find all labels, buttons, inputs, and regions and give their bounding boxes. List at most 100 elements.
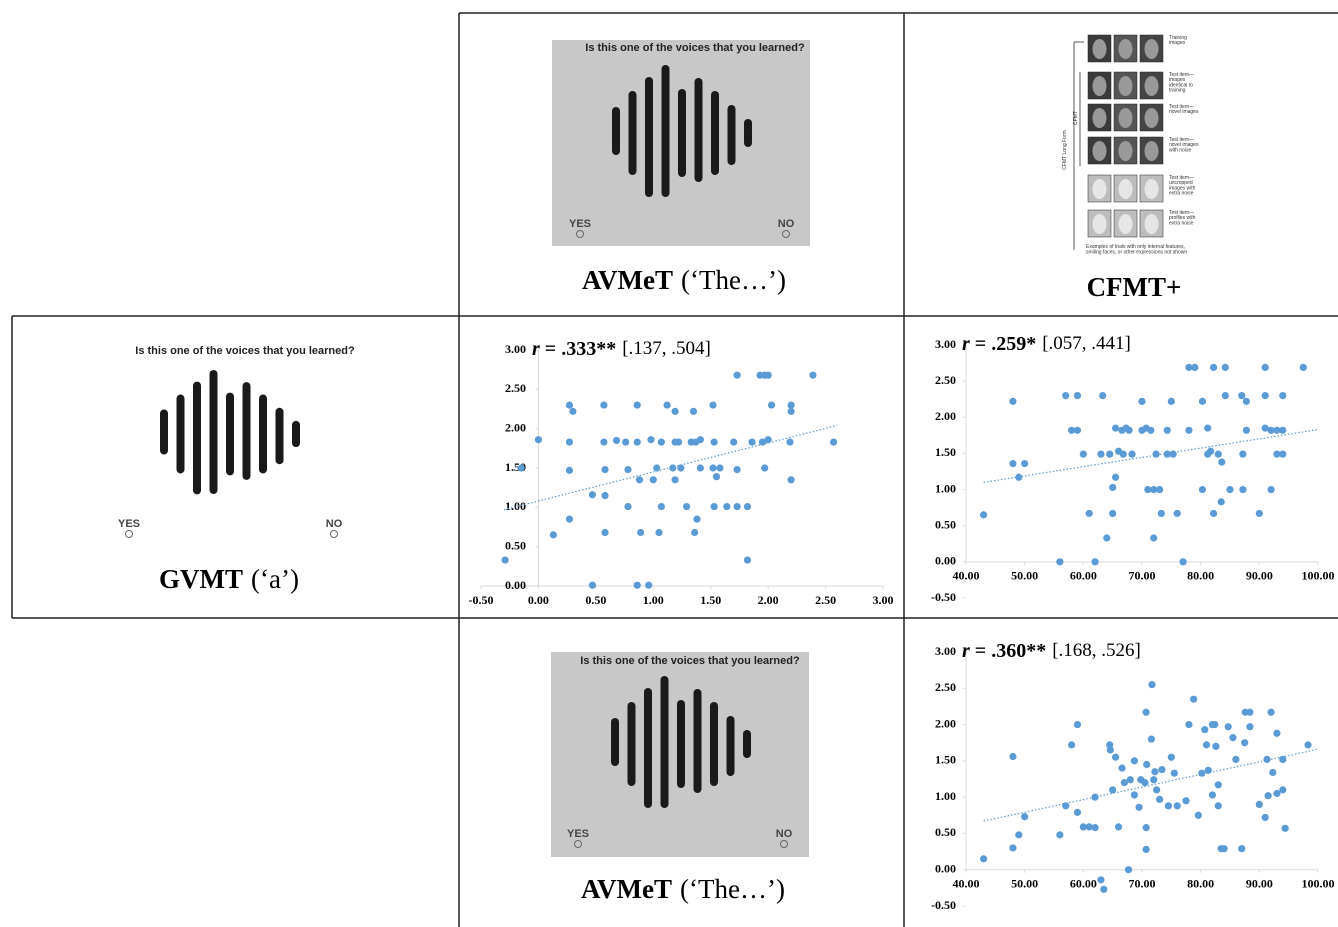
data-point [1073, 392, 1082, 400]
x-tick-label: 40.00 [953, 569, 980, 583]
row-caption: extra noise [1169, 220, 1194, 226]
y-tick-label: 2.00 [935, 716, 956, 730]
data-point [980, 511, 988, 519]
data-point [1190, 695, 1198, 703]
x-tick-label: 1.00 [643, 593, 664, 607]
row-caption: novel images [1169, 142, 1199, 148]
data-point [748, 438, 756, 446]
x-tick-label: -0.50 [469, 593, 494, 607]
trendline [983, 428, 1319, 483]
data-point [637, 528, 645, 537]
face-shape [1118, 39, 1133, 59]
data-point [733, 502, 741, 511]
data-point [1153, 786, 1161, 794]
data-point [1204, 766, 1212, 774]
data-point [588, 491, 597, 499]
data-point [1281, 824, 1289, 832]
y-tick-label: 0.00 [935, 861, 956, 875]
data-point [663, 401, 671, 409]
confidence-interval: [.137, .504] [622, 338, 711, 359]
stat-value: = .333** [545, 338, 616, 360]
bracket-label: CFMT [1073, 111, 1079, 125]
waveform-bar [660, 676, 669, 808]
x-tick-label: 80.00 [1187, 876, 1214, 890]
data-point [1263, 755, 1271, 764]
face-shape [1144, 76, 1159, 96]
face-shape [1118, 179, 1133, 199]
data-point [1208, 791, 1216, 799]
data-point [1009, 752, 1017, 761]
data-point [1147, 426, 1155, 434]
stat-symbol: r [532, 338, 540, 360]
data-point [653, 464, 661, 472]
data-point [633, 401, 641, 409]
data-point [1279, 786, 1287, 794]
test-label: CFMT+ [1087, 272, 1182, 302]
trendline [983, 748, 1319, 822]
x-tick-label: 100.00 [1302, 569, 1335, 583]
row-caption: images [1169, 40, 1186, 46]
data-point [689, 407, 698, 415]
data-point [1221, 363, 1229, 372]
face-shape [1144, 214, 1159, 234]
data-point [1267, 485, 1275, 494]
row-caption: novel images [1169, 109, 1199, 115]
data-point [1112, 424, 1120, 432]
row-caption: Test item— [1169, 210, 1194, 216]
data-point [588, 581, 597, 589]
data-point [1142, 824, 1150, 832]
data-point [1239, 450, 1247, 458]
data-point [1185, 426, 1193, 434]
x-tick-label: 100.00 [1302, 876, 1335, 890]
data-point [1009, 844, 1017, 852]
data-point [1091, 824, 1099, 832]
face-shape [1092, 76, 1107, 96]
data-point [1056, 831, 1064, 839]
data-point [743, 502, 752, 511]
data-point [1279, 450, 1287, 458]
data-point [1135, 803, 1143, 811]
x-tick-label: 3.00 [873, 593, 894, 607]
data-point [1021, 459, 1029, 468]
data-point [1147, 735, 1155, 743]
confidence-interval: [.168, .526] [1052, 640, 1141, 661]
data-point [1158, 765, 1166, 774]
y-tick-label: 3.00 [935, 337, 956, 351]
y-tick-label: 0.00 [935, 554, 956, 568]
data-point [1261, 813, 1269, 822]
x-tick-label: 40.00 [953, 876, 980, 890]
data-point [1056, 558, 1064, 566]
waveform-bar [645, 77, 653, 197]
waveform-bar [275, 407, 284, 465]
data-point [830, 438, 838, 446]
face-shape [1118, 76, 1133, 96]
data-point [1125, 426, 1133, 434]
waveform-bar [677, 700, 685, 788]
face-shape [1092, 39, 1107, 59]
data-point [1163, 426, 1171, 434]
data-point [1279, 392, 1287, 400]
data-point [1100, 885, 1108, 893]
data-point [1239, 485, 1247, 494]
data-point [1144, 485, 1152, 494]
data-point [1009, 459, 1017, 468]
waveform-bar [176, 394, 185, 474]
option-radio [576, 230, 584, 238]
y-tick-label: -0.50 [931, 898, 956, 912]
row-caption: identical to [1169, 82, 1193, 88]
data-point [601, 491, 609, 500]
data-point [1261, 363, 1269, 372]
data-point [787, 407, 795, 415]
data-point [730, 438, 738, 446]
waveform-bar [743, 730, 751, 758]
data-point [1241, 739, 1249, 747]
data-point [1150, 485, 1158, 494]
data-point [669, 464, 677, 472]
data-point [1198, 397, 1207, 405]
data-point [1099, 392, 1107, 400]
data-point [1114, 823, 1123, 831]
y-tick-label: 3.00 [505, 342, 526, 356]
data-point [1246, 723, 1254, 731]
data-point [1198, 769, 1206, 777]
waveform-bar [744, 119, 752, 147]
